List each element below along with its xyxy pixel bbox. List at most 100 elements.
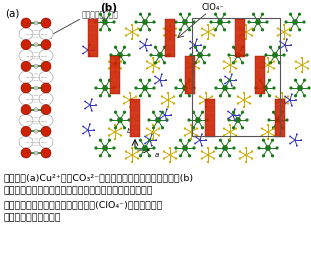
- Circle shape: [273, 67, 275, 70]
- Circle shape: [213, 150, 215, 153]
- Circle shape: [99, 139, 102, 142]
- Circle shape: [148, 139, 151, 142]
- Circle shape: [120, 134, 122, 136]
- Circle shape: [195, 117, 201, 123]
- Circle shape: [281, 110, 284, 114]
- Circle shape: [197, 52, 203, 58]
- Circle shape: [227, 20, 231, 24]
- Circle shape: [114, 110, 117, 114]
- Circle shape: [201, 34, 203, 37]
- Circle shape: [229, 71, 231, 73]
- Circle shape: [205, 118, 209, 122]
- Circle shape: [277, 27, 279, 30]
- Circle shape: [224, 75, 226, 77]
- Circle shape: [109, 118, 113, 122]
- Circle shape: [207, 53, 211, 57]
- Circle shape: [139, 28, 142, 31]
- Circle shape: [161, 95, 163, 98]
- Circle shape: [137, 34, 139, 37]
- Circle shape: [289, 28, 292, 31]
- Circle shape: [123, 45, 126, 49]
- Circle shape: [175, 150, 177, 153]
- Circle shape: [190, 124, 192, 126]
- Circle shape: [108, 127, 110, 130]
- Circle shape: [91, 110, 93, 112]
- Circle shape: [131, 38, 133, 40]
- Circle shape: [21, 148, 31, 158]
- Circle shape: [148, 13, 151, 16]
- Circle shape: [273, 60, 275, 63]
- Circle shape: [139, 154, 142, 158]
- Circle shape: [108, 134, 110, 136]
- Circle shape: [239, 34, 241, 37]
- Circle shape: [275, 146, 279, 150]
- Circle shape: [275, 95, 277, 98]
- Circle shape: [114, 126, 117, 129]
- Circle shape: [251, 27, 253, 30]
- Ellipse shape: [39, 136, 53, 148]
- Text: 図２．　(a)Cu²⁺と　CO₃²⁻からなるスピンラダー構造．　(b): 図２． (a)Cu²⁺と CO₃²⁻からなるスピンラダー構造． (b): [4, 173, 194, 182]
- Circle shape: [41, 126, 51, 136]
- Circle shape: [93, 49, 95, 51]
- Circle shape: [229, 57, 231, 59]
- Text: 全に分離されている．: 全に分離されている．: [4, 214, 62, 222]
- Circle shape: [259, 94, 262, 97]
- Circle shape: [144, 135, 146, 137]
- Circle shape: [148, 79, 151, 82]
- Circle shape: [161, 126, 164, 129]
- Circle shape: [298, 13, 301, 16]
- Bar: [205, 99, 215, 137]
- Circle shape: [128, 53, 131, 57]
- Circle shape: [287, 102, 289, 105]
- Circle shape: [211, 95, 213, 98]
- Circle shape: [146, 50, 148, 52]
- Circle shape: [135, 102, 137, 105]
- Circle shape: [261, 134, 263, 136]
- Circle shape: [302, 20, 306, 24]
- Circle shape: [211, 102, 213, 105]
- Circle shape: [184, 134, 186, 136]
- Circle shape: [142, 145, 148, 151]
- Circle shape: [139, 48, 141, 49]
- Circle shape: [214, 28, 217, 31]
- Circle shape: [227, 110, 229, 112]
- Circle shape: [158, 134, 160, 136]
- Circle shape: [188, 13, 191, 16]
- Circle shape: [142, 85, 148, 91]
- Circle shape: [228, 154, 231, 158]
- Circle shape: [166, 120, 168, 122]
- Bar: [185, 56, 195, 94]
- Ellipse shape: [21, 139, 51, 145]
- Circle shape: [245, 24, 247, 26]
- Circle shape: [201, 133, 203, 135]
- Circle shape: [295, 60, 297, 63]
- Circle shape: [34, 64, 38, 68]
- Circle shape: [147, 118, 151, 122]
- Circle shape: [271, 154, 274, 158]
- Circle shape: [245, 53, 248, 57]
- Circle shape: [281, 106, 283, 108]
- Circle shape: [192, 57, 194, 59]
- Circle shape: [275, 117, 281, 123]
- Circle shape: [209, 20, 213, 24]
- Text: (a): (a): [5, 8, 19, 18]
- Circle shape: [149, 53, 153, 57]
- Circle shape: [169, 24, 171, 26]
- Circle shape: [235, 127, 237, 130]
- Circle shape: [194, 135, 196, 137]
- Circle shape: [227, 53, 231, 57]
- Ellipse shape: [39, 71, 53, 83]
- Circle shape: [251, 150, 253, 153]
- Circle shape: [179, 94, 182, 97]
- Circle shape: [34, 151, 38, 155]
- Circle shape: [237, 102, 239, 105]
- Circle shape: [232, 45, 235, 49]
- Circle shape: [261, 67, 263, 70]
- Circle shape: [301, 57, 303, 59]
- Circle shape: [231, 73, 233, 75]
- Circle shape: [117, 52, 123, 58]
- Circle shape: [232, 126, 235, 129]
- Circle shape: [205, 106, 207, 108]
- Circle shape: [154, 83, 156, 84]
- Circle shape: [219, 139, 222, 142]
